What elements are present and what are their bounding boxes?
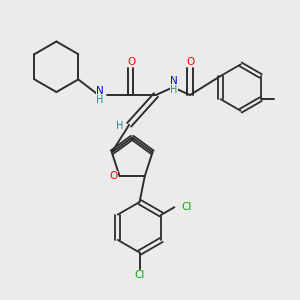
Text: N: N (96, 86, 104, 96)
Text: Cl: Cl (134, 270, 145, 280)
Text: Cl: Cl (182, 202, 192, 212)
Text: H: H (116, 121, 123, 131)
Text: O: O (187, 57, 195, 67)
Text: H: H (170, 85, 178, 95)
Text: H: H (96, 95, 104, 105)
Text: O: O (109, 171, 117, 181)
Text: O: O (127, 57, 135, 67)
Text: N: N (170, 76, 178, 86)
